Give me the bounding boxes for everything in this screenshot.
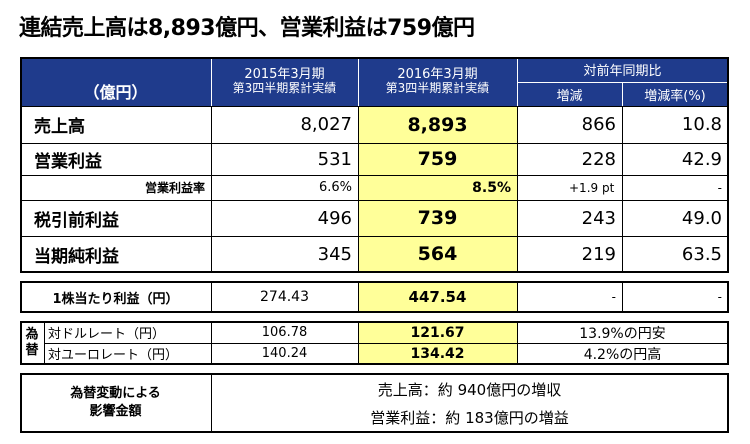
row-label-net: 当期純利益 — [34, 246, 119, 267]
net-prev: 345 — [317, 243, 352, 265]
pretax-prev: 496 — [317, 207, 352, 229]
eur-prev: 140.24 — [261, 346, 308, 361]
op-rate: 42.9 — [681, 148, 722, 170]
op-margin-diff: +1.9 pt — [569, 180, 615, 195]
net-curr: 564 — [417, 243, 458, 265]
yoy-label: 対前年同期比 — [583, 64, 662, 79]
curr-period-header: 2016年3月期 第3四半期累計実績 — [358, 57, 517, 106]
eps-diff: - — [611, 290, 616, 304]
row-label-op-margin: 営業利益率 — [144, 181, 205, 195]
eps-rate: - — [717, 290, 722, 304]
row-label-pretax: 税引前利益 — [34, 210, 119, 231]
fx-side-label: 為 替 — [20, 322, 44, 364]
sales-diff: 866 — [581, 114, 616, 135]
unit-label: （億円） — [83, 83, 148, 102]
op-diff: 228 — [581, 148, 616, 170]
usd-prev: 106.78 — [261, 325, 308, 340]
usd-note: 13.9%の円安 — [579, 325, 666, 342]
yoy-header: 対前年同期比 — [517, 57, 728, 82]
usd-curr: 121.67 — [410, 324, 465, 341]
curr-period-desc: 第3四半期累計実績 — [385, 81, 490, 96]
prev-period-year: 2015年3月期 — [244, 66, 325, 82]
fx-side-char-2: 替 — [25, 343, 39, 358]
prev-period-header: 2015年3月期 第3四半期累計実績 — [211, 57, 358, 106]
fx-impact-label-line2: 影響金額 — [89, 404, 142, 419]
net-rate: 63.5 — [681, 243, 722, 265]
rate-label: 増減率(%) — [644, 88, 706, 104]
sales-rate: 10.8 — [681, 114, 722, 135]
op-margin-rate: - — [717, 180, 722, 195]
pretax-curr: 739 — [417, 207, 458, 229]
diff-label: 増減 — [556, 88, 583, 104]
op-margin-prev: 6.6% — [318, 180, 352, 195]
page-title: 連結売上高は8,893億円、営業利益は759億円 — [19, 16, 475, 41]
rate-header: 増減率(%) — [622, 82, 728, 106]
fx-impact-label: 為替変動による 影響金額 — [20, 374, 211, 432]
eur-curr: 134.42 — [410, 345, 465, 362]
op-margin-curr: 8.5% — [472, 179, 511, 196]
eur-note: 4.2%の円高 — [583, 346, 662, 363]
row-label-eps: 1株当たり利益（円） — [52, 291, 179, 307]
sales-prev: 8,027 — [300, 114, 352, 135]
unit-header: （億円） — [20, 57, 211, 106]
diff-header: 増減 — [517, 82, 622, 106]
fx-impact-sales: 売上高：約 940億円の増収 — [377, 380, 562, 399]
row-label-sales: 売上高 — [34, 117, 85, 137]
curr-period-year: 2016年3月期 — [397, 66, 478, 82]
fx-impact-label-line1: 為替変動による — [70, 386, 161, 402]
op-prev: 531 — [317, 148, 352, 170]
op-curr: 759 — [417, 148, 458, 170]
row-label-usd: 対ドルレート（円） — [48, 327, 166, 342]
net-diff: 219 — [581, 243, 616, 265]
fx-side-char-1: 為 — [25, 327, 39, 343]
eps-curr: 447.54 — [408, 288, 467, 306]
row-label-op: 営業利益 — [34, 151, 102, 172]
eps-prev: 274.43 — [260, 289, 309, 305]
prev-period-desc: 第3四半期累計実績 — [232, 81, 337, 96]
row-label-eur: 対ユーロレート（円） — [48, 348, 179, 363]
sales-curr: 8,893 — [407, 113, 468, 136]
fx-impact-op: 営業利益：約 183億円の増益 — [370, 409, 569, 427]
pretax-rate: 49.0 — [681, 207, 722, 229]
pretax-diff: 243 — [581, 207, 616, 229]
